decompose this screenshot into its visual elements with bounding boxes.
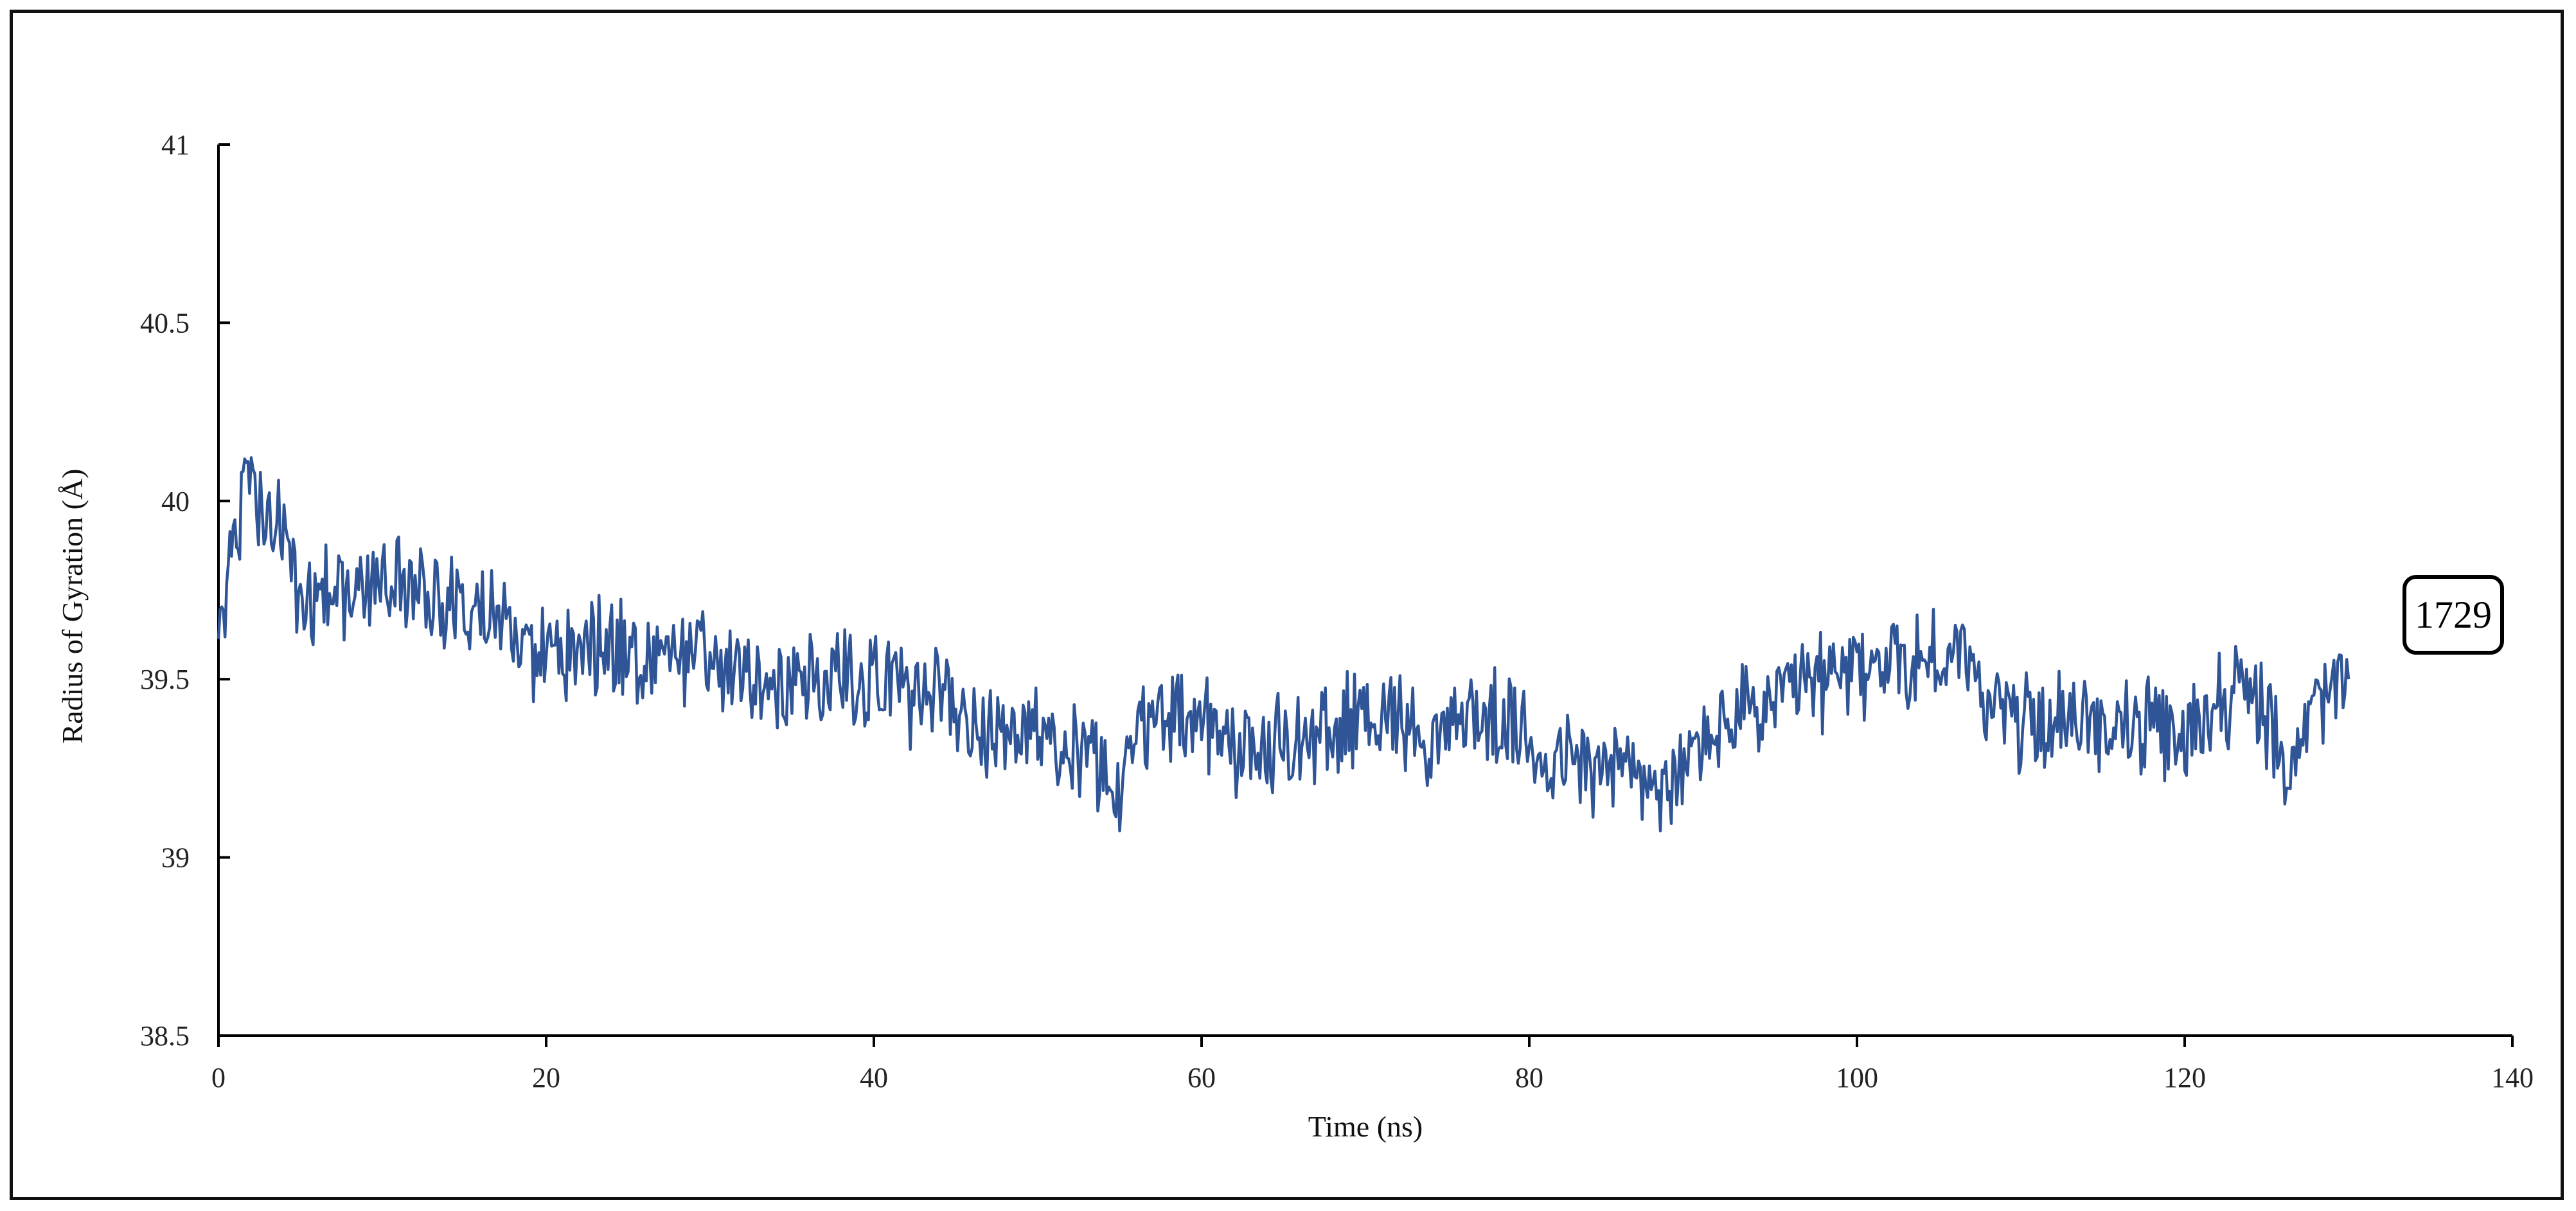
annotation-label: 1729 — [2415, 594, 2492, 636]
series-line — [217, 456, 2350, 833]
x-tick-label: 40 — [860, 1062, 888, 1093]
annotation-badge: 1729 — [2403, 575, 2504, 655]
x-axis-title: Time (ns) — [1308, 1110, 1423, 1143]
y-tick-label: 39.5 — [140, 664, 190, 695]
x-tick-label: 80 — [1515, 1062, 1543, 1093]
x-tick-label: 140 — [2491, 1062, 2534, 1093]
x-tick-label: 60 — [1187, 1062, 1216, 1093]
x-tick-label: 120 — [2163, 1062, 2206, 1093]
y-tick-label: 39 — [161, 842, 190, 874]
x-tick-label: 0 — [211, 1062, 226, 1093]
annotation-box — [2403, 575, 2504, 655]
y-axis-title: Radius of Gyration (Å) — [56, 469, 89, 744]
series-layer — [217, 456, 2350, 833]
axes — [217, 145, 2512, 1037]
tick-marks: 0 20 40 60 80 100 120 140 38.5 39 39.5 40 40.5 41 — [140, 129, 2534, 1093]
chart-frame — [10, 10, 2564, 1200]
y-tick-label: 38.5 — [140, 1020, 190, 1052]
x-tick-label: 20 — [532, 1062, 560, 1093]
y-tick-label: 40.5 — [140, 307, 190, 339]
y-tick-label: 41 — [161, 129, 190, 161]
x-tick-label: 100 — [1836, 1062, 1878, 1093]
y-tick-label: 40 — [161, 486, 190, 517]
